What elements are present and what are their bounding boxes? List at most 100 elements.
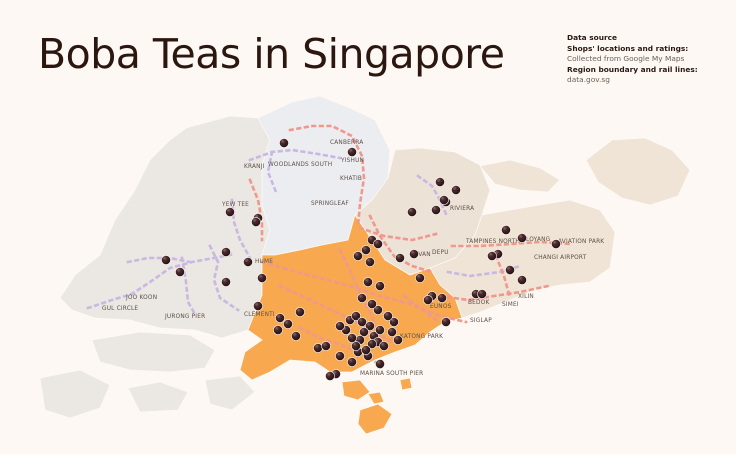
boba-shop-marker[interactable]	[353, 251, 363, 261]
jurong-island	[91, 331, 216, 373]
boba-shop-marker[interactable]	[357, 293, 367, 303]
boba-shop-marker[interactable]	[501, 225, 511, 235]
boba-shop-marker[interactable]	[325, 371, 335, 381]
boba-shop-marker[interactable]	[279, 138, 289, 148]
boba-shop-marker[interactable]	[375, 281, 385, 291]
southern-islands	[341, 377, 413, 435]
boba-shop-marker[interactable]	[407, 207, 417, 217]
station-label-riviera: RIVIERA	[450, 206, 474, 212]
boba-shop-marker[interactable]	[361, 245, 371, 255]
rail-line-purple	[266, 150, 278, 194]
boba-shop-marker[interactable]	[351, 341, 361, 351]
rail-line-pink	[494, 254, 512, 300]
boba-shop-marker[interactable]	[291, 331, 301, 341]
boba-shop-marker[interactable]	[361, 345, 371, 355]
boba-shop-marker[interactable]	[395, 253, 405, 263]
boba-shop-marker[interactable]	[415, 273, 425, 283]
boba-shop-marker[interactable]	[365, 321, 375, 331]
station-label-yew-tee: YEW TEE	[221, 202, 249, 208]
boba-shop-marker[interactable]	[365, 257, 375, 267]
boba-shop-marker[interactable]	[373, 305, 383, 315]
boba-shop-marker[interactable]	[347, 333, 357, 343]
boba-shop-marker[interactable]	[437, 293, 447, 303]
boba-shop-marker[interactable]	[347, 357, 357, 367]
boba-shop-marker[interactable]	[257, 273, 267, 283]
boba-shop-marker[interactable]	[379, 341, 389, 351]
boba-shop-marker[interactable]	[335, 321, 345, 331]
boba-shop-marker[interactable]	[439, 195, 449, 205]
boba-shop-marker[interactable]	[175, 267, 185, 277]
boba-shop-marker[interactable]	[221, 247, 231, 257]
boba-shop-marker[interactable]	[505, 265, 515, 275]
station-label-jurong-pier: JURONG PIER	[164, 314, 205, 320]
boba-shop-marker[interactable]	[375, 325, 385, 335]
station-label-khatib: KHATIB	[340, 176, 362, 182]
station-label-loyang: LOYANG	[526, 237, 551, 243]
boba-shop-marker[interactable]	[517, 233, 527, 243]
boba-shop-marker[interactable]	[431, 205, 441, 215]
rail-line-pink	[358, 226, 438, 242]
station-label-changi-airport: CHANGI AIRPORT	[534, 255, 587, 261]
data-source-panel: Data source Shops' locations and ratings…	[567, 33, 732, 86]
rail-line-pink	[402, 294, 438, 322]
boba-shop-marker[interactable]	[423, 295, 433, 305]
boba-shop-marker[interactable]	[373, 239, 383, 249]
boba-shop-marker[interactable]	[275, 313, 285, 323]
rail-line-pink	[438, 284, 550, 302]
boba-shop-marker[interactable]	[335, 351, 345, 361]
boba-shop-marker[interactable]	[221, 277, 231, 287]
station-labels: CANBERRA YISHUN KRANJI WOODLANDS SOUTH KHATI…	[102, 140, 604, 377]
boba-shop-marker[interactable]	[383, 311, 393, 321]
boba-shop-marker[interactable]	[367, 339, 377, 349]
boba-shop-marker[interactable]	[313, 343, 323, 353]
boba-shop-marker[interactable]	[253, 301, 263, 311]
boba-shop-marker[interactable]	[251, 217, 261, 227]
boba-shop-marker[interactable]	[387, 327, 397, 337]
station-label-marina-south-pier: MARINA SOUTH PIER	[360, 371, 423, 377]
boba-shop-marker[interactable]	[551, 239, 561, 249]
boba-shop-marker[interactable]	[295, 307, 305, 317]
shops-source-heading: Shops' locations and ratings:	[567, 43, 689, 53]
rail-line-pink	[288, 124, 366, 228]
boba-shop-marker[interactable]	[357, 317, 367, 327]
station-label-yishun: YISHUN	[340, 158, 364, 164]
station-label-clementi: CLEMENTI	[244, 312, 275, 318]
boba-shop-marker[interactable]	[273, 325, 283, 335]
boba-shop-marker[interactable]	[409, 249, 419, 259]
boba-shop-marker[interactable]	[347, 147, 357, 157]
boba-shop-marker[interactable]	[389, 317, 399, 327]
boba-shop-marker[interactable]	[363, 277, 373, 287]
boba-shop-marker[interactable]	[367, 299, 377, 309]
pulau-tekong	[585, 137, 691, 206]
rail-line-pink	[260, 260, 468, 324]
boba-shop-marker[interactable]	[517, 275, 527, 285]
boba-shop-marker[interactable]	[451, 185, 461, 195]
station-label-kovan: KOVAN	[410, 252, 431, 258]
boba-shop-marker[interactable]	[351, 311, 361, 321]
boba-shop-marker[interactable]	[375, 359, 385, 369]
boba-shop-marker[interactable]	[441, 317, 451, 327]
boba-shop-marker[interactable]	[477, 289, 487, 299]
station-label-katong-park: KATONG PARK	[400, 334, 443, 340]
station-label-aviation-park: AVIATION PARK	[558, 239, 604, 245]
boba-shop-marker[interactable]	[321, 341, 331, 351]
rail-line-pink	[248, 178, 264, 242]
boba-shop-marker[interactable]	[435, 177, 445, 187]
region-source-value: data.gov.sg	[567, 75, 610, 84]
boba-shop-marker[interactable]	[393, 335, 403, 345]
boba-shop-marker[interactable]	[225, 207, 235, 217]
boba-shop-marker[interactable]	[283, 319, 293, 329]
boba-shop-marker[interactable]	[487, 251, 497, 261]
boba-shop-marker[interactable]	[243, 257, 253, 267]
station-label-tampines-north: TAMPINES NORTH	[465, 239, 520, 245]
station-label-simei: SIMEI	[502, 302, 519, 308]
rail-line-pink	[368, 214, 434, 274]
station-label-kranji: KRANJI	[244, 164, 265, 170]
boba-shops	[161, 138, 561, 381]
pulau-ubin	[479, 159, 561, 193]
western-islands	[39, 369, 256, 419]
page-title: Boba Teas in Singapore	[38, 30, 505, 78]
boba-shop-marker[interactable]	[359, 327, 369, 337]
boba-shop-marker[interactable]	[161, 255, 171, 265]
station-label-springleaf: SPRINGLEAF	[311, 201, 349, 207]
